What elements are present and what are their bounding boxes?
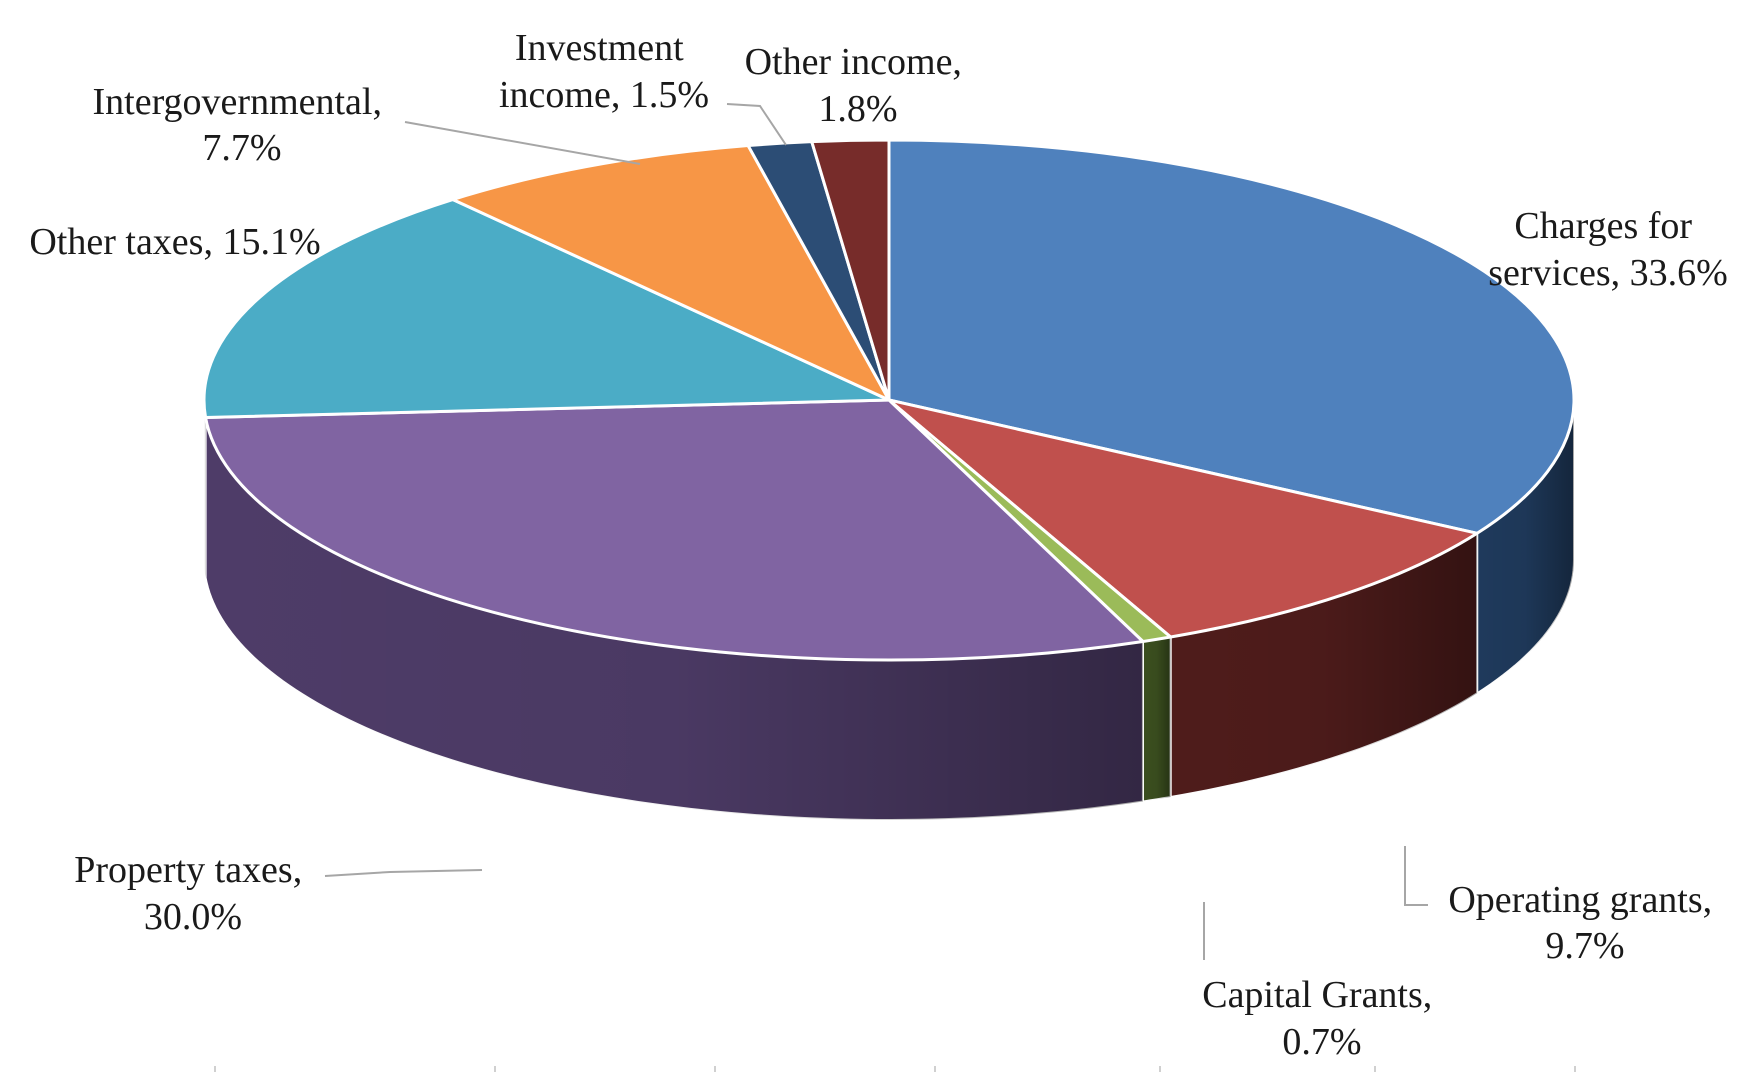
slice-operating-grants xyxy=(887,398,1479,639)
leader-lines xyxy=(324,103,1428,960)
leader-intergovernmental xyxy=(404,121,641,165)
side-wall-shade xyxy=(1170,533,1478,798)
side-wall-shade xyxy=(204,400,206,578)
label-capital-line2: 0.7% xyxy=(1282,1021,1361,1063)
label-charges-line2: services, 33.6% xyxy=(1488,252,1728,294)
leader-property-taxes xyxy=(324,869,483,877)
pie-top-faces xyxy=(202,138,1576,662)
slice-intergovernmental xyxy=(451,144,891,402)
label-investment-line1: Investment xyxy=(515,27,684,69)
label-intergov-line2: 7.7% xyxy=(202,127,281,169)
label-operating-grants: Operating grants, 9.7% xyxy=(1448,879,1721,967)
label-property-taxes: Property taxes, 30.0% xyxy=(74,849,311,938)
label-operating-line1: Operating grants, xyxy=(1448,879,1712,921)
label-intergovernmental: Intergovernmental, 7.7% xyxy=(93,81,392,169)
side-wall-shade xyxy=(205,417,1143,820)
slice-other-taxes xyxy=(202,198,891,420)
side-wall-capital-grants xyxy=(1141,635,1172,803)
leader-investment-income xyxy=(726,103,787,146)
side-wall-shade xyxy=(1477,400,1574,694)
label-other-income: Other income, 1.8% xyxy=(745,41,972,130)
label-investment-line2: income, 1.5% xyxy=(499,74,709,116)
label-capital-line1: Capital Grants, xyxy=(1202,974,1432,1016)
label-operating-line2: 9.7% xyxy=(1545,925,1624,967)
label-investment-income: Investment income, 1.5% xyxy=(499,27,709,116)
label-other-taxes-line: Other taxes, 15.1% xyxy=(29,221,320,263)
data-labels: Charges for services, 33.6% Operating gr… xyxy=(29,27,1727,1063)
side-wall-other-taxes xyxy=(203,399,207,578)
label-property-line1: Property taxes, xyxy=(74,849,302,891)
side-wall-shade xyxy=(1142,637,1171,802)
leader-operating-grants xyxy=(1404,846,1428,906)
label-charges-for-services: Charges for services, 33.6% xyxy=(1488,205,1728,294)
label-other-income-line1: Other income, xyxy=(745,41,962,83)
label-charges-line1: Charges for xyxy=(1514,205,1692,247)
label-property-line2: 30.0% xyxy=(144,896,242,938)
slice-other-income xyxy=(810,138,891,402)
bottom-ticks xyxy=(214,1066,1576,1072)
label-other-taxes: Other taxes, 15.1% xyxy=(29,221,320,263)
slice-charges-for-services xyxy=(887,138,1576,535)
label-intergov-line1: Intergovernmental, xyxy=(93,81,382,123)
label-capital-grants: Capital Grants, 0.7% xyxy=(1202,974,1442,1063)
label-other-income-line2: 1.8% xyxy=(818,88,897,130)
slice-property-taxes xyxy=(204,398,1145,662)
